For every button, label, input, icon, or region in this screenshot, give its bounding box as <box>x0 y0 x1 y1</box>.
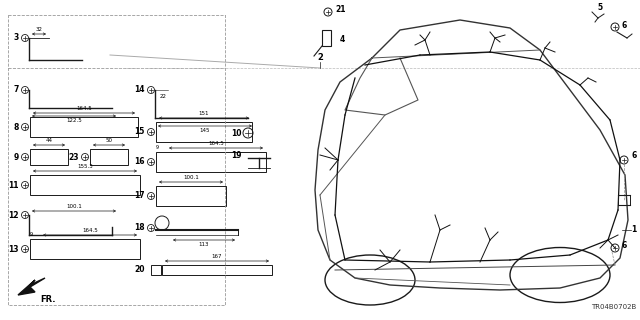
Text: 7: 7 <box>13 85 19 94</box>
Bar <box>30 149 68 165</box>
Bar <box>30 117 138 137</box>
Text: 21: 21 <box>335 5 346 14</box>
Text: 5: 5 <box>597 4 602 12</box>
Text: 11: 11 <box>8 180 19 189</box>
Text: 9: 9 <box>13 153 19 162</box>
Text: 10: 10 <box>232 129 242 138</box>
Text: 44: 44 <box>45 138 52 143</box>
Text: 9: 9 <box>30 232 33 237</box>
Text: 23: 23 <box>68 153 79 162</box>
Bar <box>156 186 226 206</box>
Text: 1: 1 <box>631 226 636 235</box>
Text: 6: 6 <box>622 241 627 250</box>
Bar <box>151 265 161 275</box>
Text: 12: 12 <box>8 211 19 220</box>
Text: 2: 2 <box>317 53 323 62</box>
Text: TR04B0702B: TR04B0702B <box>591 304 636 310</box>
Text: 167: 167 <box>212 254 222 259</box>
Text: 122.5: 122.5 <box>66 118 82 123</box>
Bar <box>156 152 266 172</box>
Bar <box>30 175 140 195</box>
Text: 9: 9 <box>156 145 159 150</box>
Text: 155.3: 155.3 <box>77 164 93 169</box>
Bar <box>162 265 272 275</box>
Text: 4: 4 <box>340 36 345 44</box>
Text: 6: 6 <box>631 150 636 159</box>
Text: 19: 19 <box>232 150 242 159</box>
Text: 6: 6 <box>622 20 627 29</box>
Text: 13: 13 <box>8 244 19 253</box>
Text: 14: 14 <box>134 85 145 94</box>
Text: 15: 15 <box>134 127 145 137</box>
Text: 3: 3 <box>13 34 19 43</box>
Text: 16: 16 <box>134 157 145 166</box>
Bar <box>30 239 140 259</box>
Text: 17: 17 <box>134 191 145 201</box>
Text: 8: 8 <box>13 123 19 132</box>
Text: 100.1: 100.1 <box>183 175 199 180</box>
Text: 50: 50 <box>106 138 113 143</box>
Text: 145: 145 <box>200 128 211 133</box>
Bar <box>322 30 331 46</box>
Polygon shape <box>18 278 45 295</box>
Text: 100.1: 100.1 <box>66 204 82 209</box>
Text: FR.: FR. <box>40 295 56 305</box>
Text: 164.5: 164.5 <box>208 141 224 146</box>
Text: 151: 151 <box>199 111 209 116</box>
Text: 32: 32 <box>35 27 42 32</box>
Text: 164.5: 164.5 <box>82 228 98 233</box>
Text: 164.5: 164.5 <box>76 106 92 111</box>
Bar <box>156 122 252 142</box>
Text: 18: 18 <box>134 223 145 233</box>
Text: 113: 113 <box>199 242 209 247</box>
Text: 22: 22 <box>160 94 167 99</box>
Text: 20: 20 <box>134 266 145 275</box>
Bar <box>90 149 128 165</box>
